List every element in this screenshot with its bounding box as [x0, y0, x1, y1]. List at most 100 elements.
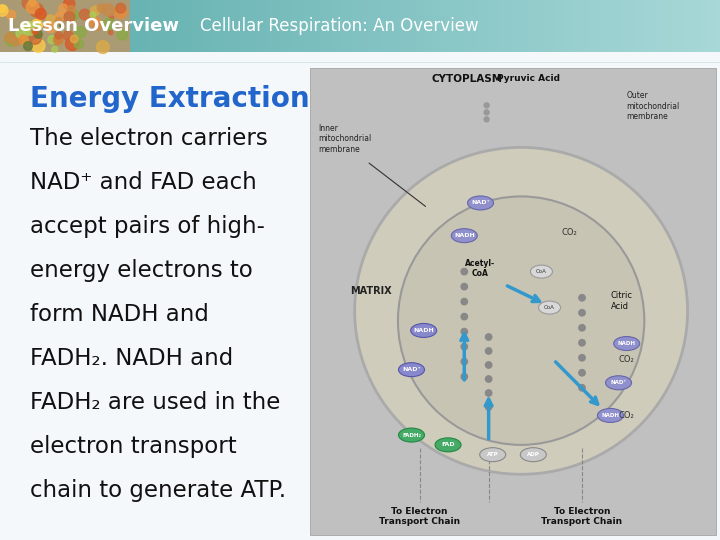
Circle shape [66, 37, 79, 50]
Circle shape [64, 12, 75, 23]
Circle shape [55, 32, 63, 39]
Circle shape [102, 4, 114, 16]
Ellipse shape [539, 301, 561, 314]
Ellipse shape [355, 147, 688, 474]
Circle shape [91, 6, 100, 15]
Circle shape [30, 3, 43, 17]
Ellipse shape [521, 448, 546, 462]
Circle shape [45, 22, 56, 32]
Circle shape [53, 36, 63, 45]
Text: Citric
Acid: Citric Acid [611, 291, 632, 310]
Ellipse shape [598, 408, 624, 422]
Circle shape [109, 16, 114, 20]
Circle shape [96, 40, 109, 53]
Text: FAD: FAD [441, 442, 455, 447]
Circle shape [461, 343, 467, 350]
Circle shape [461, 268, 467, 275]
Circle shape [32, 28, 38, 34]
Circle shape [23, 22, 37, 35]
Text: form NADH and: form NADH and [30, 303, 209, 326]
Circle shape [32, 39, 45, 52]
Text: chain to generate ATP.: chain to generate ATP. [30, 479, 286, 502]
Text: CO₂: CO₂ [562, 228, 577, 237]
Circle shape [461, 359, 467, 365]
Circle shape [5, 32, 19, 46]
Text: Cellular Respiration: An Overview: Cellular Respiration: An Overview [200, 17, 479, 35]
Circle shape [5, 33, 15, 43]
Circle shape [103, 18, 115, 31]
Text: To Electron
Transport Chain: To Electron Transport Chain [541, 507, 623, 526]
Circle shape [461, 284, 467, 290]
Circle shape [37, 11, 45, 20]
Circle shape [55, 17, 62, 24]
Text: Lesson Overview: Lesson Overview [8, 17, 179, 35]
Text: accept pairs of high-: accept pairs of high- [30, 215, 265, 238]
Circle shape [579, 369, 585, 376]
Ellipse shape [467, 196, 493, 210]
Text: Energy Extraction: Energy Extraction [30, 85, 310, 113]
Ellipse shape [398, 363, 425, 377]
Ellipse shape [451, 228, 477, 242]
Circle shape [22, 0, 36, 10]
Circle shape [74, 39, 84, 49]
Circle shape [11, 35, 21, 46]
Circle shape [33, 20, 40, 27]
Text: electron transport: electron transport [30, 435, 237, 458]
Circle shape [485, 362, 492, 368]
Ellipse shape [410, 323, 436, 338]
Text: Pyruvic Acid: Pyruvic Acid [497, 74, 559, 83]
Circle shape [461, 328, 467, 335]
Circle shape [484, 103, 489, 108]
Circle shape [0, 5, 8, 16]
Circle shape [461, 374, 467, 380]
Text: FADH₂ are used in the: FADH₂ are used in the [30, 391, 280, 414]
Circle shape [461, 299, 467, 305]
Circle shape [67, 5, 76, 14]
Circle shape [46, 15, 55, 24]
Circle shape [579, 294, 585, 301]
Circle shape [6, 10, 16, 19]
Text: NAD⁺: NAD⁺ [402, 367, 421, 372]
Text: FADH₂. NADH and: FADH₂. NADH and [30, 347, 233, 370]
Text: NADH: NADH [413, 328, 434, 333]
Circle shape [579, 340, 585, 346]
Text: Inner
mitochondrial
membrane: Inner mitochondrial membrane [318, 124, 372, 154]
Ellipse shape [398, 428, 425, 442]
Circle shape [69, 10, 79, 20]
Text: To Electron
Transport Chain: To Electron Transport Chain [379, 507, 460, 526]
Text: FADH₂: FADH₂ [402, 433, 421, 437]
Circle shape [116, 3, 125, 13]
Text: The electron carriers: The electron carriers [30, 127, 268, 150]
Circle shape [579, 355, 585, 361]
Ellipse shape [531, 265, 552, 278]
Circle shape [579, 384, 585, 391]
Circle shape [63, 0, 75, 10]
Text: NAD⁺: NAD⁺ [471, 200, 490, 205]
Circle shape [24, 42, 32, 50]
Circle shape [109, 30, 113, 35]
Text: NAD⁺ and FAD each: NAD⁺ and FAD each [30, 171, 257, 194]
Circle shape [461, 313, 467, 320]
Circle shape [485, 348, 492, 354]
Text: CYTOPLASM: CYTOPLASM [432, 74, 503, 84]
Circle shape [90, 12, 96, 18]
Ellipse shape [606, 376, 631, 390]
Circle shape [71, 35, 78, 43]
Circle shape [75, 26, 86, 38]
Circle shape [579, 325, 585, 331]
Circle shape [35, 9, 46, 19]
Circle shape [16, 29, 25, 38]
Circle shape [35, 30, 42, 38]
Circle shape [59, 4, 68, 13]
Ellipse shape [435, 438, 461, 452]
Circle shape [19, 35, 28, 44]
Circle shape [485, 376, 492, 382]
Ellipse shape [480, 448, 505, 462]
Circle shape [484, 117, 489, 122]
Circle shape [63, 31, 73, 40]
Text: NADH: NADH [601, 413, 619, 418]
Circle shape [19, 36, 28, 44]
Circle shape [35, 24, 39, 28]
Text: ADP: ADP [527, 452, 540, 457]
Circle shape [31, 19, 42, 30]
